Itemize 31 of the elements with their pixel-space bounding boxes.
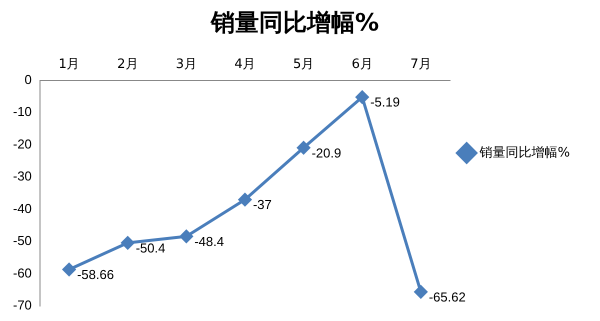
x-tick-label: 3月 xyxy=(176,56,197,72)
y-tick-label: -50 xyxy=(12,233,32,248)
point xyxy=(121,236,134,250)
data-label: -20.9 xyxy=(312,145,342,160)
y-tick-label: 0 xyxy=(24,72,32,87)
x-tick-label: 2月 xyxy=(117,56,138,72)
data-label: -65.62 xyxy=(428,289,466,304)
legend-label: 销量同比增幅% xyxy=(478,145,570,160)
data-label: -37 xyxy=(252,197,272,212)
y-tick-label: -10 xyxy=(12,104,32,120)
data-label: -48.4 xyxy=(194,234,224,249)
y-tick-label: -60 xyxy=(12,265,32,280)
point xyxy=(62,262,76,276)
data-label: -5.19 xyxy=(370,94,400,110)
x-tick-label: 4月 xyxy=(234,56,256,72)
data-label: -58.66 xyxy=(77,267,114,282)
point xyxy=(297,141,310,154)
x-tick-label: 5月 xyxy=(292,56,314,72)
y-tick-label: -30 xyxy=(12,168,32,184)
data-label: -50.4 xyxy=(136,240,166,256)
point xyxy=(356,90,369,104)
point xyxy=(414,285,428,298)
y-tick-label: -70 xyxy=(12,298,32,313)
x-tick-label: 1月 xyxy=(58,56,80,72)
y-tick-label: -40 xyxy=(12,200,32,216)
x-tick-label: 6月 xyxy=(352,56,373,72)
y-tick-label: -20 xyxy=(12,136,32,152)
chart-title: 销量同比增幅% xyxy=(210,8,380,37)
point xyxy=(180,230,193,243)
x-tick-label: 7月 xyxy=(410,56,432,72)
point xyxy=(238,193,252,206)
